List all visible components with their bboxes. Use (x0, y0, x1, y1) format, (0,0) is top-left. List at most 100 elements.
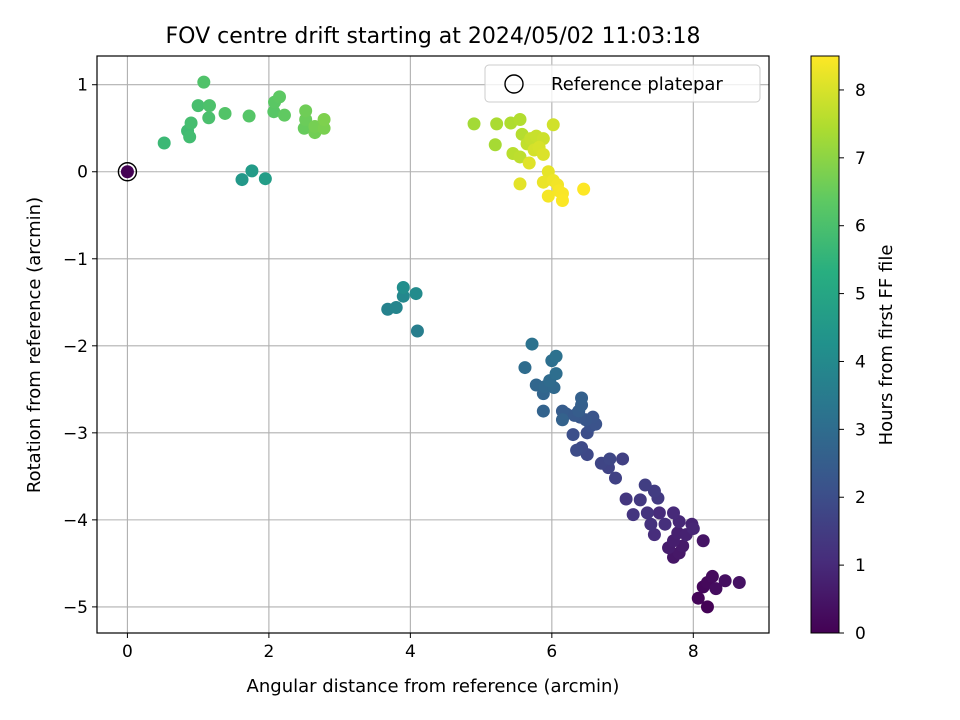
data-point (197, 75, 211, 89)
data-point (549, 367, 563, 381)
y-tick-label: −5 (63, 598, 88, 618)
data-point (218, 106, 232, 120)
data-point (183, 130, 197, 144)
data-point (389, 301, 403, 315)
x-tick-label: 4 (405, 642, 416, 662)
data-point (647, 528, 661, 542)
data-point (555, 413, 569, 427)
data-point (619, 492, 633, 506)
data-point (647, 484, 661, 498)
colorbar-label: Hours from first FF file (876, 245, 897, 446)
data-point (242, 109, 256, 123)
colorbar-tick-label: 4 (855, 352, 866, 372)
y-tick-label: 0 (77, 163, 88, 183)
data-point (157, 136, 171, 150)
data-point (633, 493, 647, 507)
legend: Reference platepar (484, 64, 761, 103)
data-point (536, 147, 550, 161)
data-point (732, 576, 746, 590)
data-point (652, 506, 666, 520)
data-point (536, 404, 550, 418)
data-point (626, 508, 640, 522)
y-axis-ticks: 1 0 −1 −2 −3 −4 −5 (63, 76, 97, 618)
colorbar-gradient (810, 55, 840, 634)
colorbar-tick-label: 5 (855, 285, 866, 305)
data-points (157, 75, 746, 614)
data-point (575, 391, 589, 405)
data-point (513, 150, 527, 164)
data-point (541, 189, 555, 203)
data-point (536, 175, 550, 189)
data-point (709, 582, 723, 596)
x-tick-label: 6 (546, 642, 557, 662)
data-point (686, 522, 700, 536)
reference-platepar-marker (117, 162, 138, 182)
data-point (410, 324, 424, 338)
legend-entry-reference-platepar: Reference platepar (551, 74, 723, 95)
data-point (191, 99, 205, 113)
data-point (546, 118, 560, 132)
data-point (258, 172, 272, 186)
colorbar-ticks: 0 1 2 3 4 5 6 7 8 (839, 81, 866, 644)
data-point (409, 287, 423, 301)
data-point (235, 173, 249, 187)
x-tick-label: 8 (688, 642, 699, 662)
data-point (603, 452, 617, 466)
data-point (640, 506, 654, 520)
data-point (184, 116, 198, 130)
data-point (522, 156, 536, 170)
colorbar-tick-label: 3 (855, 420, 866, 440)
data-point (691, 591, 705, 605)
data-point (667, 506, 681, 520)
data-point (700, 600, 714, 614)
data-point (638, 478, 652, 492)
data-point (467, 117, 481, 131)
data-point (525, 337, 539, 351)
data-point (609, 471, 623, 485)
data-point (299, 104, 313, 118)
y-axis-label: Rotation from reference (arcmin) (24, 197, 45, 493)
colorbar-tick-label: 7 (855, 149, 866, 169)
data-point (273, 90, 287, 104)
colorbar-tick-label: 1 (855, 556, 866, 576)
data-point (202, 99, 216, 113)
data-point (705, 569, 719, 583)
y-tick-label: −3 (63, 424, 88, 444)
x-axis-label: Angular distance from reference (arcmin) (247, 676, 620, 697)
x-tick-label: 2 (263, 642, 274, 662)
data-point (245, 164, 259, 178)
colorbar: 0 1 2 3 4 5 6 7 8 Hours from first FF file (810, 55, 897, 644)
data-point (644, 517, 658, 531)
colorbar-tick-label: 2 (855, 488, 866, 508)
colorbar-tick-label: 8 (855, 81, 866, 101)
data-point (555, 193, 569, 207)
data-point (202, 111, 216, 125)
data-point (490, 117, 504, 131)
colorbar-tick-label: 0 (855, 624, 866, 644)
legend-reference-marker (504, 74, 524, 94)
colorbar-tick-label: 6 (855, 217, 866, 237)
data-point (696, 534, 710, 548)
data-point (267, 105, 281, 119)
data-point (396, 280, 410, 294)
data-point (718, 574, 732, 588)
data-point (513, 113, 527, 127)
data-point (317, 113, 331, 127)
data-point (566, 428, 580, 442)
data-point (277, 108, 291, 122)
plot-frame (96, 55, 770, 634)
data-point (513, 177, 527, 191)
x-tick-label: 0 (122, 642, 133, 662)
data-point (549, 349, 563, 363)
legend-box (484, 64, 761, 103)
y-tick-label: −1 (63, 250, 88, 270)
y-tick-label: 1 (77, 76, 88, 96)
x-axis-ticks: 0 2 4 6 8 (122, 633, 699, 662)
data-point (518, 361, 532, 375)
data-point (616, 452, 630, 466)
reference-marker (117, 162, 138, 182)
y-tick-label: −4 (63, 511, 88, 531)
data-point (577, 182, 591, 196)
chart-title: FOV centre drift starting at 2024/05/02 … (166, 24, 701, 49)
